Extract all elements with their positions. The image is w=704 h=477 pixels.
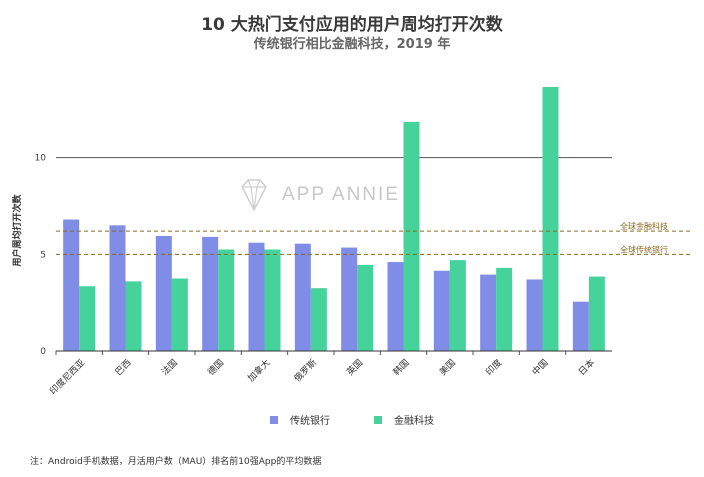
x-tick-label: 印度 [483,357,504,378]
legend-item-traditional-bank: 传统银行 [270,412,330,427]
diamond-logo-icon [241,179,267,212]
bar-traditional-bank-11 [572,301,589,351]
bar-traditional-bank-10 [526,279,543,351]
legend-swatch-fintech [374,415,382,424]
legend-swatch-traditional-bank [270,415,278,424]
footnote: 注：Android手机数据，月活用户数（MAU）排名前10强App的平均数据 [30,457,322,467]
x-tick-label: 德国 [205,357,226,378]
x-tick-label: 加拿大 [245,357,273,385]
chart-title: 10 大热门支付应用的用户周均打开次数 [201,15,503,35]
bar-traditional-bank-7 [387,262,404,351]
x-tick-label: 韩国 [390,357,411,378]
legend-item-fintech: 金融科技 [374,412,434,427]
bar-traditional-bank-0 [63,219,80,351]
bar-fintech-8 [449,260,466,351]
legend: 传统银行 金融科技 [0,412,704,427]
x-tick-label: 巴西 [113,357,134,378]
legend-label-fintech: 金融科技 [394,416,434,427]
reference-line-label-1: 全球传统银行 [620,244,668,254]
y-tick-label: 0 [40,347,46,357]
bar-fintech-4 [264,249,281,351]
x-tick-label: 法国 [159,357,180,378]
x-tick-label: 英国 [344,357,365,378]
y-axis-label: 用户周均打开次数 [11,194,23,268]
legend-label-traditional-bank: 传统银行 [290,416,330,427]
y-tick-label: 5 [40,250,46,260]
bar-fintech-0 [79,286,96,351]
bar-fintech-1 [125,281,142,351]
y-tick-label: 10 [35,154,47,164]
bar-fintech-2 [171,278,188,351]
chart-subtitle: 传统银行相比金融科技，2019 年 [253,37,451,52]
bar-fintech-3 [218,249,235,351]
bar-traditional-bank-2 [155,235,172,351]
watermark-text: APP ANNIE [282,184,400,205]
reference-line-label-0: 全球金融科技 [620,221,668,231]
bar-traditional-bank-4 [248,242,265,351]
bar-fintech-7 [403,121,420,352]
bar-traditional-bank-5 [294,243,311,351]
bar-traditional-bank-3 [202,236,219,351]
bar-traditional-bank-1 [109,225,126,351]
bar-traditional-bank-9 [480,274,497,351]
x-tick-label: 美国 [437,357,458,378]
x-tick-label: 印度尼西亚 [47,357,87,397]
bar-traditional-bank-6 [341,247,358,351]
bar-fintech-9 [496,267,513,351]
bar-traditional-bank-8 [433,270,450,351]
bar-fintech-10 [542,87,559,351]
x-tick-label: 日本 [576,357,597,378]
bar-fintech-11 [588,276,605,351]
bar-fintech-5 [310,288,327,351]
bar-fintech-6 [357,264,374,351]
app-annie-watermark: APP ANNIE [234,175,400,215]
x-tick-label: 中国 [529,357,550,378]
x-tick-label: 俄罗斯 [291,357,319,385]
